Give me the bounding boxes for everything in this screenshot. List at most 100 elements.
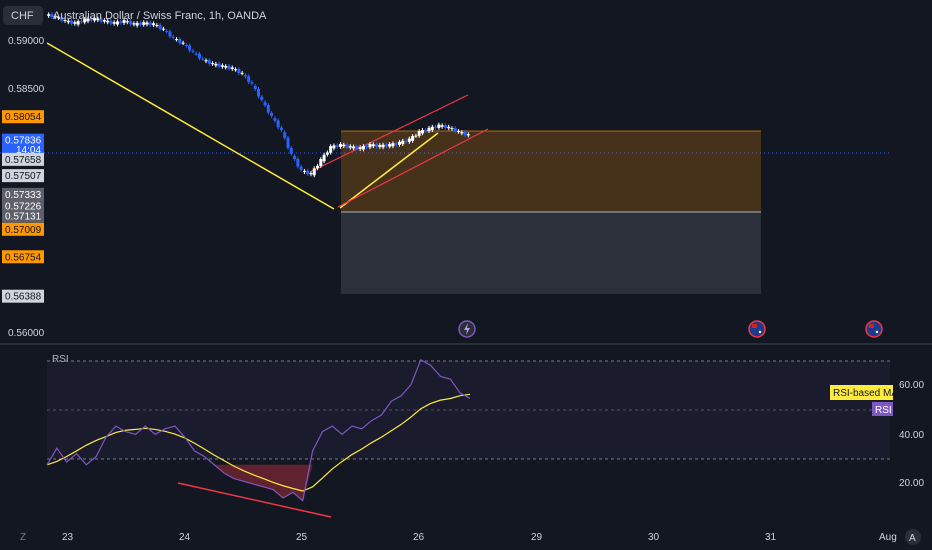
rsi-line — [46, 358, 471, 502]
candle-body — [306, 170, 310, 175]
price-tag-bg — [2, 169, 44, 183]
auto-scale-button[interactable] — [905, 529, 921, 545]
candle-body — [60, 17, 64, 21]
candle-body — [175, 39, 179, 41]
candle-body — [181, 42, 185, 44]
channel-upper-line[interactable] — [309, 94, 469, 173]
candle-body — [240, 72, 244, 74]
candle-body — [220, 65, 224, 67]
stop-zone[interactable] — [341, 212, 761, 294]
zoom-icon[interactable]: Z — [20, 532, 26, 543]
candle-body — [106, 20, 110, 23]
candle-body — [119, 21, 123, 23]
candle-body — [388, 143, 392, 147]
candle-body — [47, 14, 51, 16]
price-tag-bg — [2, 199, 44, 213]
candle-body — [398, 141, 401, 145]
candle-body — [158, 24, 162, 29]
price-tag-bg — [2, 110, 44, 124]
candle-body — [132, 23, 136, 25]
time-tick: 26 — [413, 532, 425, 543]
candle-body — [293, 155, 297, 160]
candle-body — [325, 152, 329, 155]
candle-body — [197, 53, 201, 59]
down-trendline[interactable] — [46, 42, 335, 210]
candle-body — [345, 144, 349, 148]
candle-body — [322, 154, 326, 162]
candle-body — [424, 129, 428, 131]
price-tag-text: 0.57836 — [5, 136, 42, 147]
candle-body — [319, 159, 323, 166]
candle-body — [83, 18, 87, 23]
price-tag-text: 0.57507 — [5, 171, 42, 182]
price-tick: 0.56000 — [8, 328, 45, 339]
candle-body — [211, 63, 215, 65]
price-tag-text: 0.57131 — [5, 212, 42, 223]
candle-body — [453, 128, 457, 132]
candle-body — [217, 63, 221, 67]
price-tag-bg — [2, 187, 44, 201]
candle-body — [148, 22, 152, 25]
candle-body — [70, 20, 74, 24]
candle-body — [342, 144, 346, 147]
candle-body — [96, 18, 100, 21]
candle-body — [66, 20, 70, 23]
candle-body — [276, 120, 280, 128]
candle-body — [279, 127, 283, 130]
candle-body — [401, 140, 405, 145]
candle-body — [250, 82, 254, 84]
candle-body — [263, 102, 267, 106]
candle-body — [457, 131, 461, 133]
target-zone[interactable] — [341, 131, 761, 212]
candle-body — [230, 67, 234, 70]
australia-flag-event-icon[interactable] — [748, 320, 766, 338]
candle-body — [237, 69, 241, 74]
australia-flag-event-icon[interactable] — [865, 320, 883, 338]
candle-body — [76, 21, 80, 25]
candle-body — [86, 18, 90, 22]
candle-body — [437, 124, 441, 128]
candle-body — [443, 125, 447, 129]
channel-lower-line[interactable] — [337, 128, 489, 208]
candle-body — [411, 136, 415, 141]
time-tick: 23 — [62, 532, 74, 543]
price-tag: 0.57131 — [2, 209, 44, 223]
candle-body — [243, 75, 247, 77]
candle-body — [112, 22, 116, 24]
candle-body — [214, 63, 218, 66]
time-tick: 29 — [531, 532, 543, 543]
price-tag-bg — [2, 289, 44, 303]
candle-body — [247, 76, 251, 83]
candle-body — [352, 146, 356, 149]
candle-body — [381, 144, 385, 148]
candle-body — [194, 53, 198, 55]
price-tag-bg — [2, 152, 44, 166]
candle-body — [204, 60, 208, 62]
candle-body — [312, 168, 316, 176]
candle-body — [302, 170, 306, 173]
price-tag-text: 0.57658 — [5, 155, 42, 166]
candle-body — [273, 118, 277, 121]
candle-body — [375, 144, 379, 147]
candle-body — [257, 88, 260, 97]
candle-body — [266, 105, 270, 113]
candle-body — [270, 112, 274, 116]
candle-body — [93, 17, 97, 21]
candle-body — [286, 137, 290, 148]
rsi-tick: 40.00 — [899, 430, 924, 441]
flash-event-icon[interactable] — [458, 320, 476, 338]
price-tag: 0.57507 — [2, 169, 44, 183]
candle-body — [365, 146, 369, 148]
rsi-divergence-line[interactable] — [177, 482, 332, 518]
candle-body — [283, 132, 287, 138]
price-tick: 0.58500 — [8, 84, 45, 95]
up-trendline[interactable] — [339, 132, 439, 209]
candle-body — [460, 132, 464, 134]
price-tag: 0.57226 — [2, 199, 44, 213]
candle-body — [466, 134, 470, 136]
chart-title: Australian Dollar / Swiss Franc, 1h, OAN… — [53, 10, 267, 22]
symbol-badge[interactable] — [3, 6, 43, 25]
